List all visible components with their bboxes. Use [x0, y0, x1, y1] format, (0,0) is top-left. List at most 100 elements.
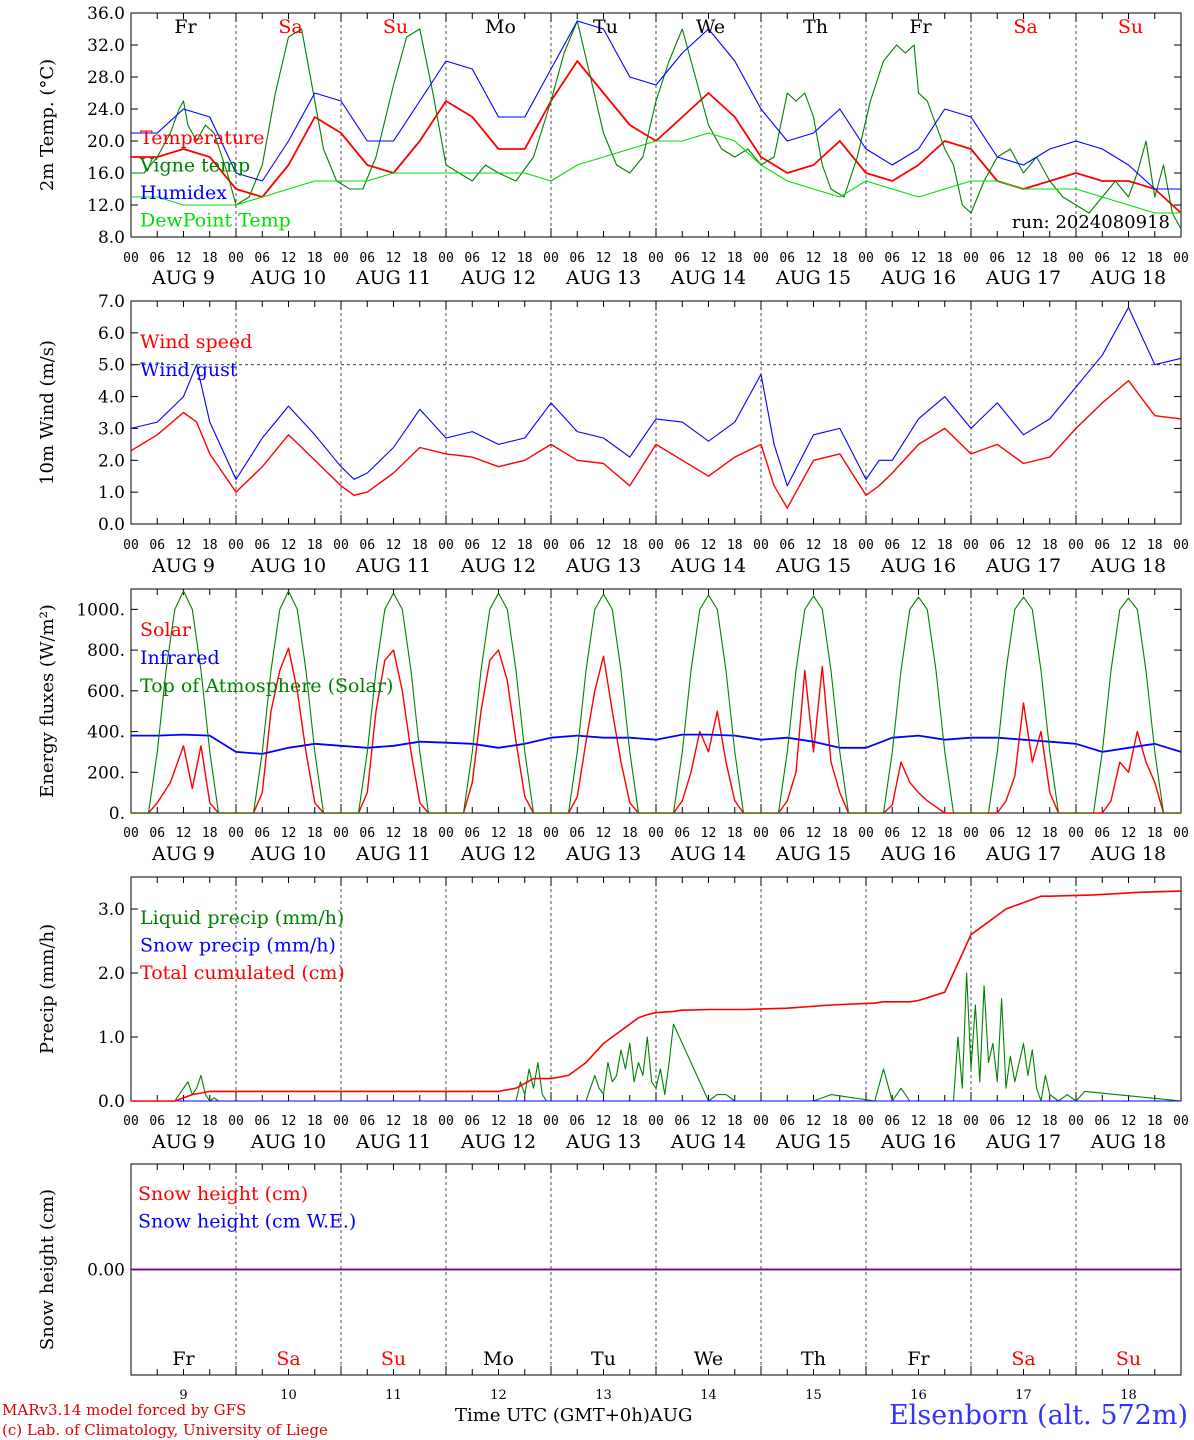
- hour-tick-label: 18: [937, 538, 953, 553]
- hour-tick-label: 06: [884, 538, 900, 553]
- y-tick-label: 8.0: [98, 228, 125, 248]
- weekday-label: Su: [1118, 16, 1143, 38]
- date-label: AUG 18: [1090, 267, 1166, 289]
- weekday-label: Fr: [907, 1348, 930, 1370]
- weekday-label: Fr: [172, 1348, 195, 1370]
- date-label: AUG 11: [355, 843, 431, 865]
- date-label: AUG 12: [460, 843, 536, 865]
- hour-tick-label: 12: [1016, 251, 1032, 266]
- y-tick-label: 0.0: [98, 515, 125, 535]
- date-label: AUG 11: [355, 267, 431, 289]
- hour-tick-label: 00: [1068, 1114, 1084, 1129]
- hour-tick-label: 18: [202, 251, 218, 266]
- hour-tick-label: 18: [1147, 538, 1163, 553]
- hour-tick-label: 12: [596, 538, 612, 553]
- hour-tick-label: 00: [1173, 251, 1189, 266]
- hour-tick-label: 18: [202, 826, 218, 841]
- y-tick-label: 4.0: [98, 388, 125, 408]
- hour-tick-label: 00: [753, 538, 769, 553]
- hour-tick-label: 00: [123, 251, 139, 266]
- hour-tick-label: 12: [1016, 1114, 1032, 1129]
- hour-tick-label: 18: [517, 538, 533, 553]
- hour-tick-label: 06: [989, 826, 1005, 841]
- day-number-label: 18: [1120, 1388, 1137, 1403]
- hour-tick-label: 06: [464, 1114, 480, 1129]
- hour-tick-label: 12: [1121, 251, 1137, 266]
- day-number-label: 14: [700, 1388, 717, 1403]
- hour-tick-label: 00: [543, 251, 559, 266]
- hour-tick-label: 00: [858, 1114, 874, 1129]
- hour-tick-label: 00: [963, 251, 979, 266]
- hour-tick-label: 12: [911, 251, 927, 266]
- date-label: AUG 17: [985, 555, 1061, 577]
- hour-tick-label: 00: [438, 826, 454, 841]
- hour-tick-label: 12: [701, 1114, 717, 1129]
- weekday-label: Sa: [1013, 16, 1037, 38]
- hour-tick-label: 12: [596, 251, 612, 266]
- hour-tick-label: 06: [1094, 826, 1110, 841]
- hour-tick-label: 00: [333, 1114, 349, 1129]
- hour-tick-label: 00: [753, 1114, 769, 1129]
- hour-tick-label: 06: [254, 251, 270, 266]
- hour-tick-label: 06: [989, 251, 1005, 266]
- date-label: AUG 12: [460, 1131, 536, 1153]
- hour-tick-label: 12: [596, 1114, 612, 1129]
- hour-tick-label: 18: [1042, 251, 1058, 266]
- hour-tick-label: 06: [1094, 251, 1110, 266]
- hour-tick-label: 12: [491, 1114, 507, 1129]
- hour-tick-label: 18: [727, 251, 743, 266]
- y-tick-label: 32.0: [87, 36, 125, 56]
- hour-tick-label: 00: [1173, 538, 1189, 553]
- hour-tick-label: 12: [1121, 826, 1137, 841]
- hour-tick-label: 18: [1042, 1114, 1058, 1129]
- hour-tick-label: 18: [307, 826, 323, 841]
- date-label: AUG 14: [670, 555, 746, 577]
- legend-entry: Liquid precip (mm/h): [140, 907, 344, 929]
- y-tick-label: 3.0: [98, 900, 125, 920]
- hour-tick-label: 00: [438, 251, 454, 266]
- hour-tick-label: 06: [149, 1114, 165, 1129]
- hour-tick-label: 00: [648, 251, 664, 266]
- date-label: AUG 9: [151, 555, 215, 577]
- hour-tick-label: 12: [386, 1114, 402, 1129]
- hour-tick-label: 12: [176, 251, 192, 266]
- y-axis-label: Snow height (cm): [37, 1189, 58, 1350]
- weekday-label: Th: [801, 1348, 826, 1370]
- date-label: AUG 11: [355, 1131, 431, 1153]
- day-number-label: 17: [1015, 1388, 1032, 1403]
- date-label: AUG 16: [880, 267, 956, 289]
- hour-tick-label: 00: [963, 538, 979, 553]
- hour-tick-label: 00: [123, 1114, 139, 1129]
- hour-tick-label: 00: [753, 251, 769, 266]
- hour-tick-label: 12: [806, 1114, 822, 1129]
- hour-tick-label: 06: [149, 251, 165, 266]
- hour-tick-label: 12: [281, 251, 297, 266]
- lab-credit: (c) Lab. of Climatology, University of L…: [2, 1421, 328, 1439]
- y-tick-label: 36.0: [87, 4, 125, 24]
- legend-entry: Humidex: [140, 182, 227, 204]
- hour-tick-label: 00: [438, 1114, 454, 1129]
- date-label: AUG 12: [460, 555, 536, 577]
- hour-tick-label: 18: [1147, 826, 1163, 841]
- hour-tick-label: 06: [884, 1114, 900, 1129]
- hour-tick-label: 06: [674, 538, 690, 553]
- date-label: AUG 18: [1090, 843, 1166, 865]
- hour-tick-label: 12: [1016, 826, 1032, 841]
- hour-tick-label: 06: [779, 538, 795, 553]
- hour-tick-label: 12: [491, 251, 507, 266]
- hour-tick-label: 18: [307, 538, 323, 553]
- day-number-label: 13: [595, 1388, 612, 1403]
- hour-tick-label: 06: [254, 538, 270, 553]
- hour-tick-label: 12: [596, 826, 612, 841]
- legend-entry: Wind speed: [140, 331, 252, 353]
- hour-tick-label: 18: [517, 1114, 533, 1129]
- date-label: AUG 11: [355, 555, 431, 577]
- series-line-2-2: [131, 590, 1181, 814]
- hour-tick-label: 18: [622, 538, 638, 553]
- hour-tick-label: 00: [963, 826, 979, 841]
- hour-tick-label: 06: [779, 251, 795, 266]
- weekday-label: Su: [1116, 1348, 1141, 1370]
- y-axis-label: Energy fluxes (W/m²): [37, 604, 58, 798]
- hour-tick-label: 06: [149, 826, 165, 841]
